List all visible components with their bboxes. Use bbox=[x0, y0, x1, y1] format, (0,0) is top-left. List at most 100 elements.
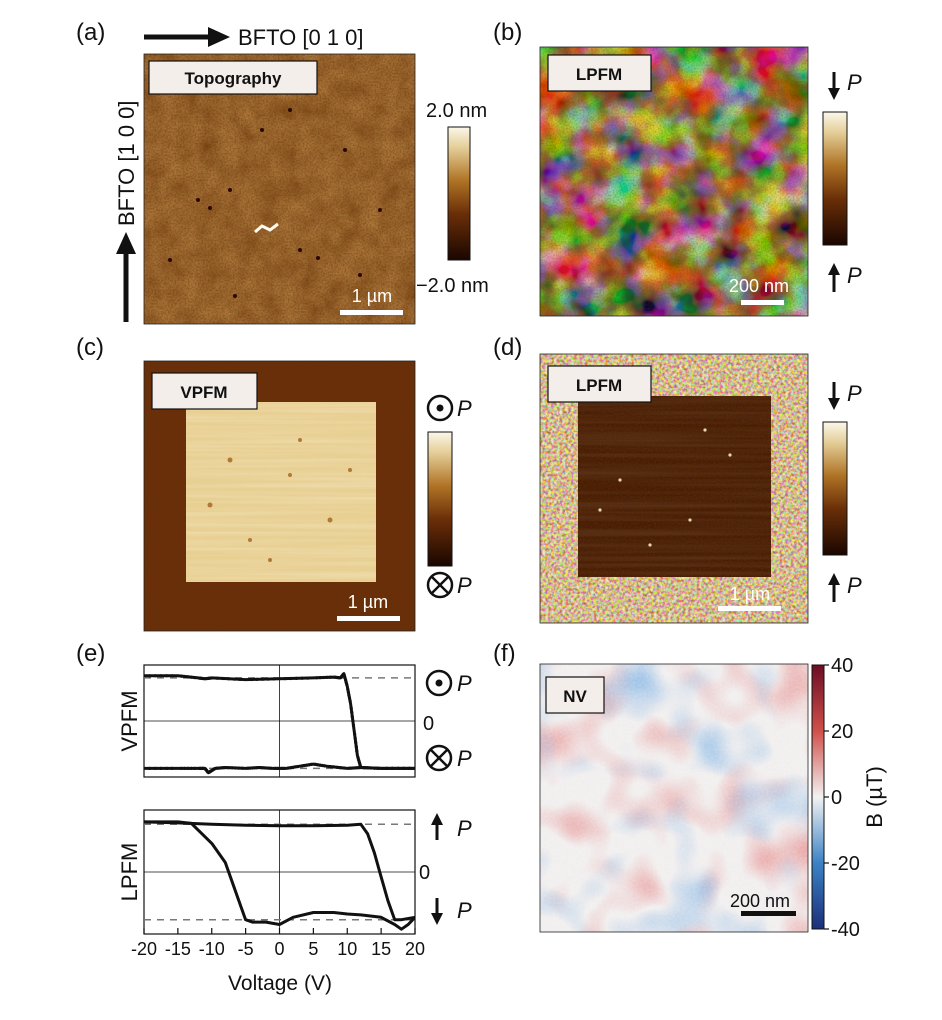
vpfm-series-2-point bbox=[396, 766, 400, 771]
topography-image bbox=[144, 54, 415, 324]
colorbar-f-tick-label: 40 bbox=[831, 655, 853, 677]
vpfm-series-1-point bbox=[282, 766, 286, 771]
vpfm-series-2-point bbox=[179, 674, 183, 678]
colorbar-f-tick-label: -20 bbox=[831, 853, 860, 875]
x-tick-label: 10 bbox=[337, 939, 357, 959]
direction-arrow-horizontal bbox=[144, 27, 230, 47]
arrow-up-icon bbox=[828, 263, 840, 292]
vpfm-series-2-point bbox=[193, 676, 197, 680]
vpfm-series-2-point bbox=[347, 696, 352, 700]
x-tick-label: -15 bbox=[165, 939, 191, 959]
vpfm-series-2-point bbox=[333, 675, 337, 679]
image-title-b: LPFM bbox=[576, 65, 622, 84]
vpfm-series-1-point bbox=[237, 766, 241, 770]
vpfm-series-2-point bbox=[315, 676, 319, 680]
scale-bar-c bbox=[337, 616, 400, 621]
into-plane-icon bbox=[426, 571, 454, 599]
vpfm-series-1-point bbox=[248, 766, 252, 770]
vpfm-series-2-point bbox=[204, 677, 208, 681]
colorbar-max-label-a: 2.0 nm bbox=[426, 100, 487, 122]
vpfm-series-2-point bbox=[159, 674, 163, 678]
polarization-label-c-top: P bbox=[457, 396, 472, 421]
x-tick-label: -10 bbox=[199, 939, 225, 959]
vpfm-series-2-point bbox=[283, 677, 287, 681]
colorbar-f-tick-label: 0 bbox=[831, 787, 842, 809]
vpfm-series-2-point bbox=[372, 766, 376, 770]
vpfm-series-1-point bbox=[335, 765, 339, 769]
vpfm-series-2-point bbox=[351, 719, 355, 723]
colorbar-min-label-a: −2.0 nm bbox=[416, 275, 489, 297]
vpfm-series-1-point bbox=[280, 766, 284, 771]
vpfm-series-2-point bbox=[294, 676, 298, 681]
title-box-b bbox=[547, 54, 652, 92]
vpfm-series-1-point bbox=[275, 766, 279, 771]
vpfm-series-1-point bbox=[153, 766, 157, 771]
x-tick-label: -5 bbox=[238, 939, 254, 959]
vpfm-series-1-point bbox=[342, 766, 346, 770]
vpfm-series-2-point bbox=[366, 766, 370, 770]
panel-label-f: (f) bbox=[493, 640, 516, 667]
vpfm-series-2-point bbox=[318, 676, 322, 680]
vpfm-series-2-point bbox=[362, 766, 366, 770]
vpfm-series-1-point bbox=[309, 762, 313, 767]
vpfm-series-2-point bbox=[407, 766, 411, 771]
vpfm-series-2-point bbox=[321, 675, 326, 680]
scale-bar-label-b: 200 nm bbox=[729, 276, 789, 296]
vpfm-series-1-point bbox=[186, 766, 190, 771]
vpfm-series-2-point bbox=[353, 736, 357, 740]
vpfm-series-2-point bbox=[306, 676, 310, 680]
vpfm-series-1-point bbox=[222, 766, 226, 770]
out-of-plane-icon bbox=[425, 669, 453, 697]
x-tick-label: 0 bbox=[274, 939, 284, 959]
vpfm-series-2-point bbox=[186, 675, 190, 679]
polarization-label-e-lpfm-bottom: P bbox=[457, 898, 472, 923]
vpfm-series-2-point bbox=[183, 674, 187, 679]
colorbar-b bbox=[822, 111, 848, 246]
vpfm-series-2-point bbox=[215, 676, 219, 680]
vpfm-series-2-point bbox=[232, 677, 236, 681]
vpfm-series-2-point bbox=[300, 676, 304, 680]
polarization-label-b-top: P bbox=[847, 70, 862, 95]
colorbar-f-tick-label: 20 bbox=[831, 721, 853, 743]
title-box-c bbox=[151, 372, 258, 410]
vpfm-series-2-point bbox=[356, 755, 360, 760]
vpfm-series-1-point bbox=[277, 766, 282, 771]
scale-bar-b bbox=[741, 300, 784, 305]
vpfm-series-1-point bbox=[266, 766, 270, 770]
vpfm-loop-plot: VPFM 0 bbox=[117, 664, 434, 778]
lpfm-image-b bbox=[540, 47, 808, 316]
vpfm-series-2-point bbox=[249, 677, 253, 682]
vpfm-series-1-point bbox=[347, 766, 352, 770]
vpfm-series-2-point bbox=[376, 766, 380, 770]
vpfm-series-2-point bbox=[325, 675, 329, 679]
polarization-label-e-top: P bbox=[457, 671, 472, 696]
ylabel-lpfm: LPFM bbox=[117, 843, 142, 902]
x-tick-label: 20 bbox=[405, 939, 425, 959]
image-title-c: VPFM bbox=[180, 383, 227, 402]
vpfm-series-2-point bbox=[348, 699, 352, 703]
vpfm-series-2-point bbox=[402, 766, 406, 771]
vpfm-series-2-point bbox=[165, 674, 169, 678]
vpfm-series-1-point bbox=[273, 766, 277, 771]
vpfm-series-2-point bbox=[369, 766, 373, 770]
vpfm-series-2-point bbox=[148, 674, 152, 678]
panel-label-d: (d) bbox=[493, 334, 522, 361]
lpfm-series-1 bbox=[144, 820, 415, 931]
vpfm-series-2-point bbox=[350, 710, 354, 715]
arrow-up-icon bbox=[431, 813, 443, 840]
vpfm-series-1-point bbox=[268, 766, 273, 770]
scale-bar-a bbox=[340, 310, 403, 315]
panel-label-c: (c) bbox=[76, 334, 104, 361]
direction-arrow-vertical bbox=[116, 232, 136, 322]
vpfm-series-1-point bbox=[264, 766, 268, 770]
title-box-a bbox=[148, 60, 318, 95]
colorbar-d bbox=[822, 421, 848, 556]
vpfm-series-1-point bbox=[255, 766, 259, 770]
image-title-a: Topography bbox=[185, 69, 282, 88]
vpfm-series-1-point bbox=[183, 766, 187, 771]
lpfm-series-2 bbox=[144, 820, 415, 922]
polarization-label-e-lpfm-top: P bbox=[457, 816, 472, 841]
vpfm-series-1-point bbox=[240, 766, 244, 770]
scale-bar-d bbox=[718, 606, 781, 611]
vpfm-series-1-point bbox=[193, 766, 197, 771]
